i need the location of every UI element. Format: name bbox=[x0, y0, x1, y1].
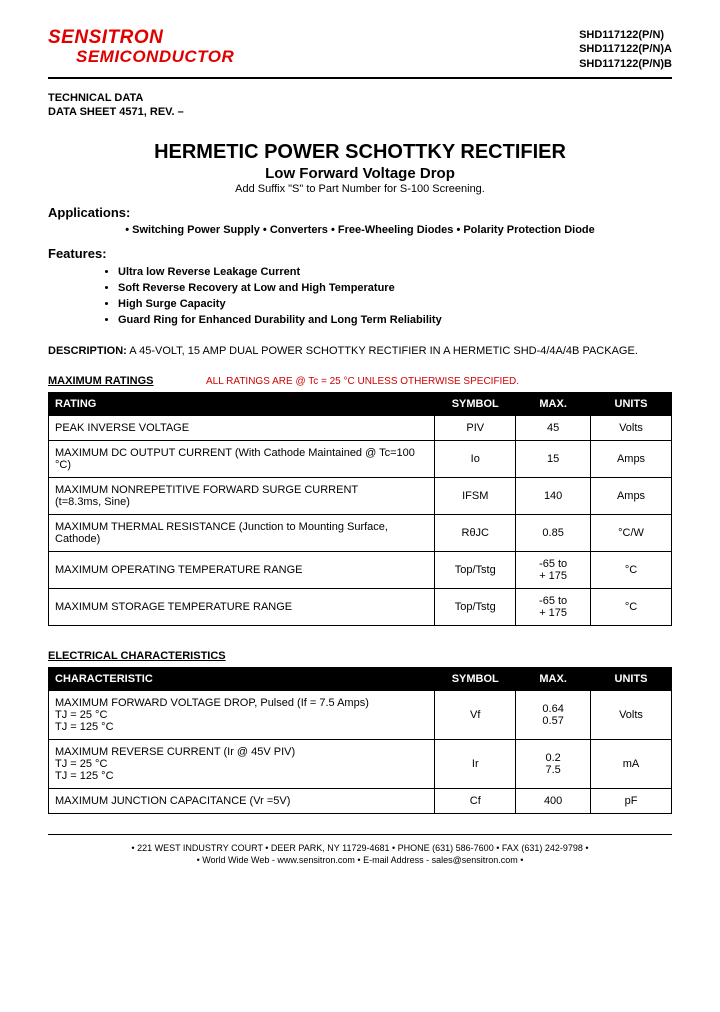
table-cell: Io bbox=[435, 441, 516, 478]
table-cell: PIV bbox=[435, 416, 516, 441]
table-cell: 400 bbox=[516, 789, 591, 814]
header: SENSITRON SEMICONDUCTOR SHD117122(P/N) S… bbox=[48, 28, 672, 71]
table-cell: °C bbox=[591, 552, 672, 589]
col-rating: RATING bbox=[49, 393, 435, 416]
ratings-table: RATING SYMBOL MAX. UNITS PEAK INVERSE VO… bbox=[48, 392, 672, 626]
feature-item: High Surge Capacity bbox=[118, 297, 672, 313]
description-label: DESCRIPTION: bbox=[48, 345, 127, 357]
table-row: MAXIMUM REVERSE CURRENT (Ir @ 45V PIV) T… bbox=[49, 740, 672, 789]
table-cell: pF bbox=[591, 789, 672, 814]
ratings-header-row: MAXIMUM RATINGS ALL RATINGS ARE @ Tc = 2… bbox=[48, 371, 672, 389]
col-symbol: SYMBOL bbox=[435, 668, 516, 691]
table-row: MAXIMUM JUNCTION CAPACITANCE (Vr =5V)Cf4… bbox=[49, 789, 672, 814]
table-row: MAXIMUM OPERATING TEMPERATURE RANGETop/T… bbox=[49, 552, 672, 589]
col-characteristic: CHARACTERISTIC bbox=[49, 668, 435, 691]
table-cell: Volts bbox=[591, 416, 672, 441]
table-header-row: RATING SYMBOL MAX. UNITS bbox=[49, 393, 672, 416]
col-max: MAX. bbox=[516, 393, 591, 416]
logo-line2: SEMICONDUCTOR bbox=[76, 48, 234, 66]
header-divider bbox=[48, 77, 672, 79]
tech-data-line1: TECHNICAL DATA bbox=[48, 91, 672, 105]
table-row: MAXIMUM NONREPETITIVE FORWARD SURGE CURR… bbox=[49, 478, 672, 515]
table-cell: MAXIMUM REVERSE CURRENT (Ir @ 45V PIV) T… bbox=[49, 740, 435, 789]
ratings-title: MAXIMUM RATINGS bbox=[48, 375, 154, 387]
table-cell: Top/Tstg bbox=[435, 589, 516, 626]
table-cell: °C/W bbox=[591, 515, 672, 552]
table-cell: 15 bbox=[516, 441, 591, 478]
technical-data-block: TECHNICAL DATA DATA SHEET 4571, REV. – bbox=[48, 91, 672, 120]
features-label: Features: bbox=[48, 246, 672, 261]
table-cell: Top/Tstg bbox=[435, 552, 516, 589]
table-cell: -65 to + 175 bbox=[516, 589, 591, 626]
table-cell: Ir bbox=[435, 740, 516, 789]
company-logo: SENSITRON SEMICONDUCTOR bbox=[48, 28, 234, 66]
table-row: PEAK INVERSE VOLTAGEPIV45Volts bbox=[49, 416, 672, 441]
table-cell: MAXIMUM NONREPETITIVE FORWARD SURGE CURR… bbox=[49, 478, 435, 515]
description-block: DESCRIPTION: A 45-VOLT, 15 AMP DUAL POWE… bbox=[48, 345, 672, 357]
datasheet-page: SENSITRON SEMICONDUCTOR SHD117122(P/N) S… bbox=[0, 0, 720, 887]
table-cell: Cf bbox=[435, 789, 516, 814]
ratings-note: ALL RATINGS ARE @ Tc = 25 °C UNLESS OTHE… bbox=[206, 376, 519, 387]
table-cell: PEAK INVERSE VOLTAGE bbox=[49, 416, 435, 441]
electrical-table: CHARACTERISTIC SYMBOL MAX. UNITS MAXIMUM… bbox=[48, 667, 672, 814]
electrical-body: MAXIMUM FORWARD VOLTAGE DROP, Pulsed (If… bbox=[49, 691, 672, 814]
table-cell: IFSM bbox=[435, 478, 516, 515]
table-cell: 0.85 bbox=[516, 515, 591, 552]
table-cell: MAXIMUM JUNCTION CAPACITANCE (Vr =5V) bbox=[49, 789, 435, 814]
title-main: HERMETIC POWER SCHOTTKY RECTIFIER bbox=[48, 141, 672, 164]
feature-item: Soft Reverse Recovery at Low and High Te… bbox=[118, 281, 672, 297]
table-cell: RθJC bbox=[435, 515, 516, 552]
table-row: MAXIMUM FORWARD VOLTAGE DROP, Pulsed (If… bbox=[49, 691, 672, 740]
table-cell: Volts bbox=[591, 691, 672, 740]
applications-line: • Switching Power Supply • Converters • … bbox=[48, 224, 672, 236]
part-number: SHD117122(P/N)B bbox=[579, 57, 672, 71]
table-cell: °C bbox=[591, 589, 672, 626]
footer-line2: • World Wide Web - www.sensitron.com • E… bbox=[48, 855, 672, 867]
table-cell: mA bbox=[591, 740, 672, 789]
table-cell: 45 bbox=[516, 416, 591, 441]
title-note: Add Suffix "S" to Part Number for S-100 … bbox=[48, 183, 672, 195]
table-cell: Amps bbox=[591, 478, 672, 515]
footer-divider bbox=[48, 834, 672, 835]
features-list: Ultra low Reverse Leakage Current Soft R… bbox=[118, 265, 672, 329]
table-row: MAXIMUM DC OUTPUT CURRENT (With Cathode … bbox=[49, 441, 672, 478]
table-cell: 0.64 0.57 bbox=[516, 691, 591, 740]
ratings-body: PEAK INVERSE VOLTAGEPIV45VoltsMAXIMUM DC… bbox=[49, 416, 672, 626]
feature-item: Ultra low Reverse Leakage Current bbox=[118, 265, 672, 281]
description-text: A 45-VOLT, 15 AMP DUAL POWER SCHOTTKY RE… bbox=[127, 345, 638, 357]
part-number: SHD117122(P/N) bbox=[579, 28, 672, 42]
table-row: MAXIMUM STORAGE TEMPERATURE RANGETop/Tst… bbox=[49, 589, 672, 626]
footer-line1: • 221 WEST INDUSTRY COURT • DEER PARK, N… bbox=[48, 843, 672, 855]
table-cell: MAXIMUM OPERATING TEMPERATURE RANGE bbox=[49, 552, 435, 589]
table-cell: Vf bbox=[435, 691, 516, 740]
table-cell: Amps bbox=[591, 441, 672, 478]
electrical-header-row: ELECTRICAL CHARACTERISTICS bbox=[48, 646, 672, 664]
col-units: UNITS bbox=[591, 668, 672, 691]
footer: • 221 WEST INDUSTRY COURT • DEER PARK, N… bbox=[48, 843, 672, 866]
col-symbol: SYMBOL bbox=[435, 393, 516, 416]
table-cell: MAXIMUM STORAGE TEMPERATURE RANGE bbox=[49, 589, 435, 626]
electrical-title: ELECTRICAL CHARACTERISTICS bbox=[48, 650, 226, 662]
table-cell: -65 to + 175 bbox=[516, 552, 591, 589]
part-numbers: SHD117122(P/N) SHD117122(P/N)A SHD117122… bbox=[579, 28, 672, 71]
table-header-row: CHARACTERISTIC SYMBOL MAX. UNITS bbox=[49, 668, 672, 691]
applications-label: Applications: bbox=[48, 205, 672, 220]
table-cell: 140 bbox=[516, 478, 591, 515]
table-cell: MAXIMUM THERMAL RESISTANCE (Junction to … bbox=[49, 515, 435, 552]
logo-line1: SENSITRON bbox=[48, 28, 234, 48]
title-block: HERMETIC POWER SCHOTTKY RECTIFIER Low Fo… bbox=[48, 141, 672, 195]
col-max: MAX. bbox=[516, 668, 591, 691]
title-sub: Low Forward Voltage Drop bbox=[48, 165, 672, 182]
tech-data-line2: DATA SHEET 4571, REV. – bbox=[48, 105, 672, 119]
table-cell: MAXIMUM DC OUTPUT CURRENT (With Cathode … bbox=[49, 441, 435, 478]
part-number: SHD117122(P/N)A bbox=[579, 42, 672, 56]
table-cell: 0.2 7.5 bbox=[516, 740, 591, 789]
table-row: MAXIMUM THERMAL RESISTANCE (Junction to … bbox=[49, 515, 672, 552]
table-cell: MAXIMUM FORWARD VOLTAGE DROP, Pulsed (If… bbox=[49, 691, 435, 740]
col-units: UNITS bbox=[591, 393, 672, 416]
feature-item: Guard Ring for Enhanced Durability and L… bbox=[118, 313, 672, 329]
